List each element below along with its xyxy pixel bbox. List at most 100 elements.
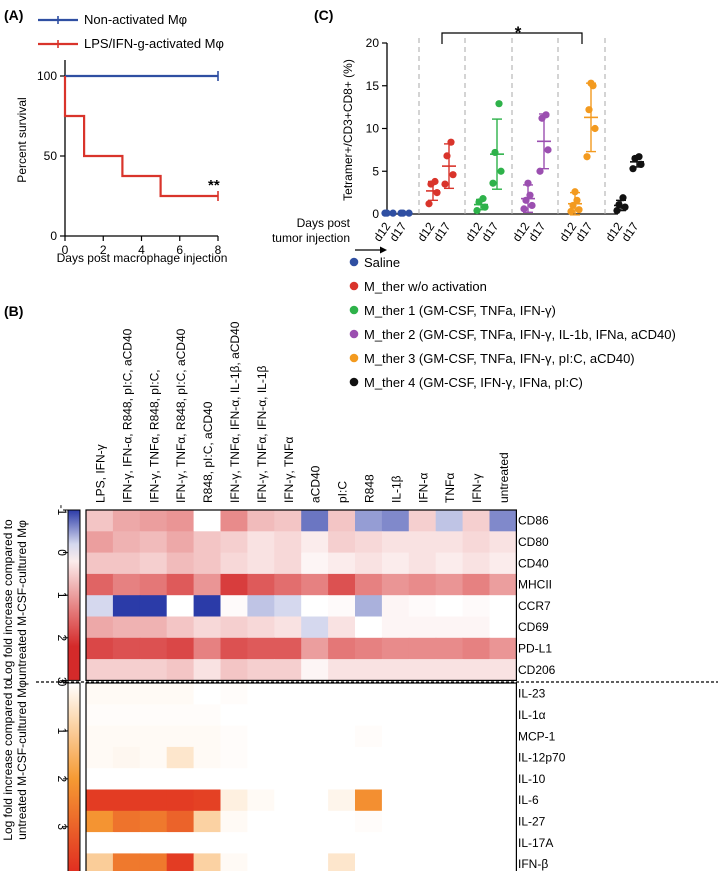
data-point xyxy=(585,106,593,114)
heatmap-cell xyxy=(139,510,168,532)
column-label: IFN-γ, TNFα, IFN-α, IL-1β xyxy=(255,365,269,503)
heatmap-cell xyxy=(381,531,410,554)
heatmap-cell xyxy=(193,704,222,727)
heatmap-cell xyxy=(139,853,168,871)
heatmap-cell xyxy=(355,573,383,596)
data-point xyxy=(425,200,433,208)
heatmap-cell xyxy=(274,810,302,833)
heatmap-cell xyxy=(274,510,302,532)
y-tick-label: 15 xyxy=(366,79,380,93)
heatmap-cell xyxy=(355,531,383,554)
heatmap-cell xyxy=(220,659,248,681)
heatmap-cell xyxy=(220,832,248,854)
data-point xyxy=(542,111,550,119)
heatmap-cell xyxy=(247,552,275,575)
y-tick-label: 0 xyxy=(372,207,379,221)
heatmap-cell xyxy=(381,853,410,871)
heatmap-cell xyxy=(435,810,464,833)
heatmap-cell xyxy=(328,510,356,532)
row-label: CD40 xyxy=(518,556,549,570)
heatmap-cell xyxy=(489,746,517,769)
column-label: IFN-γ xyxy=(470,474,484,503)
column-label: pI:C xyxy=(336,481,350,503)
legend-marker xyxy=(349,257,359,267)
heatmap-cell xyxy=(193,573,222,596)
heatmap-cell xyxy=(462,768,491,791)
row-label: CD206 xyxy=(518,663,556,677)
heatmap-cell xyxy=(489,510,517,532)
heatmap-cell xyxy=(193,746,222,769)
heatmap-cell xyxy=(193,832,222,854)
heatmap-cell xyxy=(139,659,168,681)
heatmap-cell xyxy=(435,595,464,618)
heatmap-cell xyxy=(435,832,464,854)
heatmap-cell xyxy=(328,725,356,748)
heatmap-cell xyxy=(274,595,302,618)
x-caption-line1: Days post xyxy=(297,216,351,230)
heatmap-cell xyxy=(247,531,275,554)
heatmap-cell xyxy=(489,659,517,681)
heatmap-cell xyxy=(462,637,491,660)
heatmap-cell xyxy=(166,573,195,596)
heatmap-cell xyxy=(381,832,410,854)
legend-marker xyxy=(349,377,359,387)
row-label: IL-6 xyxy=(518,793,539,807)
data-point xyxy=(479,195,487,203)
heatmap-cell xyxy=(193,659,222,681)
colorbar-title-top-line1: Log fold increase compared to xyxy=(1,519,15,681)
row-label: MCP-1 xyxy=(518,729,556,743)
heatmap-cell xyxy=(408,595,437,618)
heatmap-cell xyxy=(489,616,517,639)
heatmap-cell xyxy=(220,616,248,639)
heatmap-cell xyxy=(355,789,383,812)
heatmap-cell xyxy=(139,768,168,791)
heatmap-cell xyxy=(381,768,410,791)
heatmap-cell xyxy=(139,616,168,639)
heatmap-cell xyxy=(328,853,356,871)
heatmap-cell xyxy=(408,616,437,639)
data-point xyxy=(573,196,581,204)
heatmap-cell xyxy=(435,683,464,705)
heatmap-cell xyxy=(435,659,464,681)
heatmap-cell xyxy=(462,810,491,833)
heatmap-cell xyxy=(274,683,302,705)
heatmap-cell xyxy=(462,704,491,727)
heatmap-cell xyxy=(166,746,195,769)
heatmap-cell xyxy=(408,659,437,681)
data-point xyxy=(635,153,643,161)
data-point xyxy=(621,203,629,211)
data-point xyxy=(615,200,623,209)
heatmap-cell xyxy=(220,704,248,727)
heatmap-cell xyxy=(220,853,248,871)
data-point xyxy=(528,201,536,210)
heatmap-cell xyxy=(381,637,410,660)
row-label: IFN-β xyxy=(518,857,548,871)
data-point xyxy=(389,209,397,217)
panel-label-c: (C) xyxy=(314,7,333,23)
heatmap-cell xyxy=(86,531,114,554)
row-label: CD80 xyxy=(518,535,549,549)
data-point xyxy=(447,138,455,146)
y-tick-label: 50 xyxy=(44,149,58,163)
heatmap-cell xyxy=(408,768,437,791)
legend-marker xyxy=(349,305,359,315)
colorbar-tick-label: 2 xyxy=(55,634,69,641)
heatmap-cell xyxy=(274,746,302,769)
heatmap-cell xyxy=(86,683,114,705)
heatmap-cell xyxy=(301,659,329,681)
heatmap-cell xyxy=(435,746,464,769)
row-label: IL-27 xyxy=(518,814,546,828)
heatmap-cell xyxy=(408,552,437,575)
data-point xyxy=(526,191,534,199)
heatmap-cell xyxy=(381,789,410,812)
heatmap-cell xyxy=(328,810,356,833)
heatmap-cell xyxy=(274,789,302,812)
heatmap-cell xyxy=(193,810,222,833)
heatmap-cell xyxy=(274,768,302,791)
heatmap-cell xyxy=(112,637,141,660)
heatmap-cell xyxy=(166,552,195,575)
column-label: LPS, IFN-γ xyxy=(93,444,107,503)
heatmap-cell xyxy=(301,616,329,639)
heatmap-border xyxy=(85,682,517,871)
